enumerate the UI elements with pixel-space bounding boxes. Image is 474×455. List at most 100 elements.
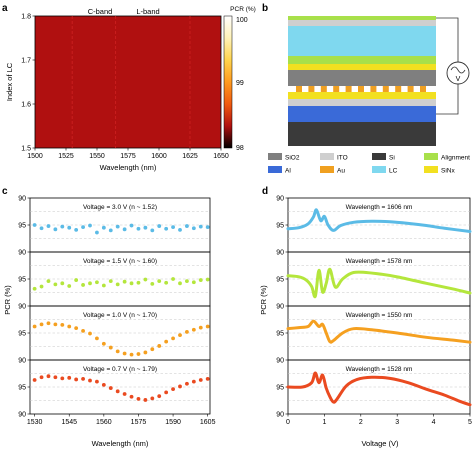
legend-label-alignment: Alignment	[441, 155, 470, 162]
y-tick-label: 90	[276, 304, 284, 311]
data-point	[164, 390, 169, 395]
legend-label-sio2: SiO2	[285, 155, 300, 162]
legend-swatch-lc	[372, 166, 386, 173]
data-point	[32, 223, 37, 227]
data-point	[60, 281, 65, 286]
data-point	[32, 378, 37, 382]
row-label: Voltage = 1.0 V (n ~ 1.70)	[83, 312, 157, 319]
heatmap-y-ticks: 1.5 1.6 1.7 1.8	[21, 14, 35, 153]
x-tick-label: 1575	[131, 419, 147, 426]
x-tick-label: 4	[432, 419, 436, 426]
data-point	[81, 328, 85, 333]
data-point	[129, 223, 134, 228]
data-point	[122, 279, 127, 284]
data-point	[74, 377, 79, 382]
data-point	[136, 280, 141, 285]
panel-label-a: a	[2, 3, 8, 14]
c-band-label: C-band	[88, 7, 113, 16]
data-point	[39, 226, 44, 231]
wire-bottom	[436, 84, 459, 115]
data-point	[157, 279, 162, 284]
y-tick-label: 90	[276, 358, 284, 365]
data-point	[46, 224, 51, 228]
heat-x-tick-label: 1650	[213, 153, 229, 160]
data-point	[81, 283, 85, 287]
panel_d-row-2: Wavelength = 1550 nm	[286, 305, 472, 361]
legend-swatch-ito	[320, 153, 334, 160]
heat-x-tick-label: 1500	[27, 153, 43, 160]
legend-label-au: Au	[337, 168, 345, 175]
data-point	[88, 281, 92, 286]
x-tick-label: 5	[468, 419, 472, 426]
panel-b-device-schematic: V SiO2 ITO Si Alignment Al Au LC SiNx	[268, 16, 470, 175]
row-label: Voltage = 0.7 V (n ~ 1.79)	[83, 366, 157, 373]
data-point	[164, 226, 169, 231]
data-point	[178, 227, 182, 232]
x-tick-label: 1605	[200, 419, 216, 426]
au-bar	[358, 86, 364, 92]
panel-d-rows: Wavelength = 1606 nm Wavelength = 1578 nm…	[286, 197, 472, 415]
row-label: Wavelength = 1578 nm	[346, 258, 413, 265]
data-point	[108, 279, 113, 284]
panel-d-y-ticks: 90 95 90 95 90 95 90 95 90	[276, 196, 288, 419]
data-point	[95, 230, 99, 235]
y-tick-label: 95	[18, 385, 26, 392]
y-tick-label: 95	[276, 223, 284, 230]
data-point	[53, 227, 58, 232]
colorbar	[223, 15, 233, 149]
data-point	[81, 225, 85, 230]
x-tick-label: 3	[395, 419, 399, 426]
legend-label-sinx: SiNx	[441, 168, 455, 175]
data-point	[122, 351, 127, 356]
layer-top-ito	[288, 20, 436, 26]
data-point	[60, 376, 65, 381]
data-point	[171, 336, 175, 341]
data-point	[150, 281, 155, 286]
data-point	[95, 379, 99, 384]
data-point	[67, 284, 72, 288]
data-point	[198, 378, 203, 382]
band-boundary-lines	[71, 16, 191, 148]
y-tick-label: 90	[276, 412, 284, 419]
legend-swatch-al	[268, 166, 282, 173]
y-tick-label: 90	[18, 196, 26, 203]
panel-d-y-axis-label: PCR (%)	[259, 285, 268, 315]
au-bar	[345, 86, 352, 92]
heat-x-tick-label: 1625	[182, 153, 198, 160]
au-bar	[308, 86, 315, 92]
x-tick-label: 0	[286, 419, 290, 426]
data-point	[150, 228, 155, 233]
data-point	[164, 339, 169, 344]
data-point	[67, 324, 72, 329]
row-label: Voltage = 3.0 V (n ~ 1.52)	[83, 204, 157, 211]
data-point	[122, 392, 127, 396]
row-label: Voltage = 1.5 V (n ~ 1.60)	[83, 258, 157, 265]
data-point	[122, 227, 127, 232]
y-tick-label: 95	[276, 277, 284, 284]
panel_d-row-0: Wavelength = 1606 nm	[286, 197, 472, 253]
x-tick-label: 1	[322, 419, 326, 426]
data-point	[157, 394, 162, 399]
data-point	[108, 228, 113, 233]
wire-top	[436, 17, 459, 62]
data-point	[171, 277, 175, 281]
heatmap-x-ticks: 1500 1525 1550 1575 1600 1625 1650	[27, 148, 229, 160]
data-point	[115, 282, 120, 287]
layer-sinx-lower	[288, 92, 436, 99]
data-point	[191, 280, 196, 285]
data-point	[205, 225, 210, 230]
panel-c-y-axis-label: PCR (%)	[3, 285, 12, 315]
row-label: Wavelength = 1550 nm	[346, 312, 413, 319]
data-point	[67, 225, 72, 230]
panel-c-spectra: PCR (%) 90 95 90 95 90 95 90 95 90 Voltage = 3.0…	[3, 196, 216, 449]
data-point	[129, 281, 134, 286]
data-point	[88, 223, 92, 228]
sine-wave-icon	[450, 66, 466, 74]
y-tick-label: 95	[18, 331, 26, 338]
data-point	[185, 381, 189, 386]
colorbar-tick-99: 99	[236, 80, 244, 87]
y-tick-label: 90	[18, 250, 26, 257]
panel-label-b: b	[262, 3, 268, 14]
data-point	[143, 398, 148, 402]
panel_d-row-3: Wavelength = 1528 nm	[286, 359, 472, 415]
